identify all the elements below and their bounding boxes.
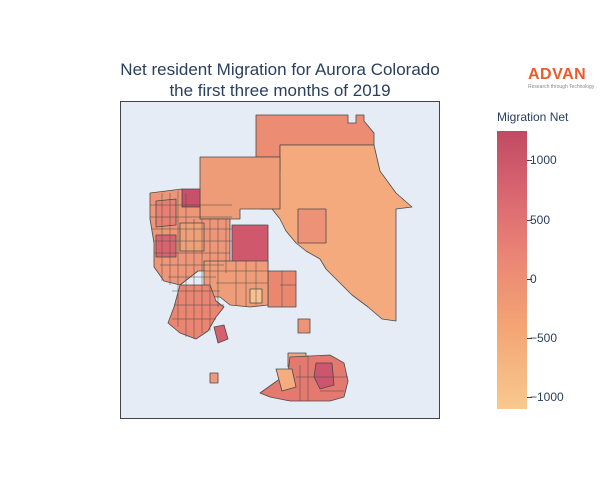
colorbar-title: Migration Net [497, 110, 569, 124]
map-region[interactable] [181, 188, 201, 208]
map-region[interactable] [155, 234, 177, 258]
map-region[interactable] [155, 198, 177, 228]
map-region[interactable] [259, 354, 349, 402]
map-region[interactable] [209, 372, 219, 384]
colorbar-tick [527, 160, 532, 161]
colorbar-scale [497, 131, 527, 409]
choropleth-map[interactable] [120, 101, 440, 419]
logo-tagline: Research through Technology [528, 84, 595, 90]
colorbar-tick [527, 397, 532, 398]
map-region[interactable] [297, 208, 327, 244]
colorbar-tick-label: 500 [530, 213, 551, 227]
colorbar-tick-label: 0 [530, 272, 537, 286]
logo-wordmark: ADVAN [528, 66, 587, 83]
colorbar-tick-label: −1000 [530, 390, 564, 404]
map-region[interactable] [275, 368, 297, 392]
tract-boundaries [150, 191, 348, 401]
colorbar-tick-label: −500 [530, 331, 558, 345]
colorbar-tick [527, 220, 532, 221]
chart-title-line2: the first three months of 2019 [169, 81, 391, 100]
map-region[interactable] [213, 324, 229, 344]
map-region[interactable] [297, 318, 311, 334]
map-region[interactable] [313, 362, 335, 390]
map-region[interactable] [199, 156, 281, 220]
chart-title-line1: Net resident Migration for Aurora Colora… [120, 60, 440, 79]
colorbar-tick-label: 1000 [530, 153, 557, 167]
advan-logo: ADVAN Research through Technology [528, 66, 598, 92]
colorbar-tick [527, 338, 532, 339]
colorbar-tick [527, 279, 532, 280]
map-region[interactable] [179, 222, 205, 252]
